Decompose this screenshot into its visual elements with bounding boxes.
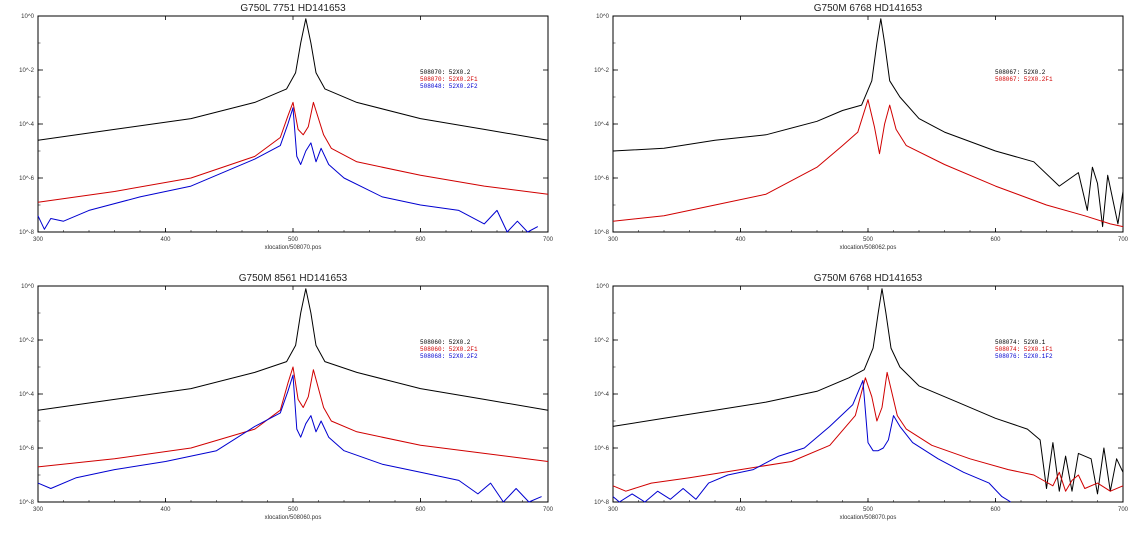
series-line-3 (612, 380, 1012, 503)
legend-entry: 508070: 52X0.2F1 (420, 76, 478, 83)
y-tick-label: 10^0 (596, 14, 609, 20)
y-tick-label: 10^-8 (19, 230, 34, 236)
chart-title: G750L 7751 HD141653 (240, 3, 346, 14)
x-tick-label: 500 (863, 507, 874, 513)
y-tick-label: 10^0 (21, 14, 34, 20)
y-tick-label: 10^-4 (594, 122, 609, 128)
legend-entry: 508060: 52X0.2F1 (420, 346, 478, 353)
series-line-1 (612, 288, 1124, 495)
y-tick-label: 10^-4 (594, 392, 609, 398)
x-tick-label: 700 (1118, 507, 1129, 513)
y-tick-label: 10^-6 (19, 176, 34, 182)
chart-title: G750M 6768 HD141653 (814, 3, 923, 14)
y-tick-label: 10^-8 (594, 500, 609, 506)
x-tick-label: 600 (415, 237, 426, 243)
chart-panel-4: G750M 6768 HD141653 300 400 500 600 700 10^0 10… (575, 270, 1135, 538)
chart-title: G750M 8561 HD141653 (239, 273, 348, 284)
y-tick-label: 10^-2 (594, 68, 609, 74)
chart-title: G750M 6768 HD141653 (814, 273, 923, 284)
x-tick-label: 600 (415, 507, 426, 513)
x-tick-label: 500 (288, 237, 299, 243)
legend-entry: 508074: 52X0.1F1 (995, 346, 1053, 353)
series-line-1 (612, 18, 1124, 228)
series-line-1 (37, 18, 549, 141)
x-tick-label: 700 (543, 237, 554, 243)
y-tick-label: 10^-2 (19, 338, 34, 344)
x-tick-label: 400 (160, 237, 171, 243)
x-tick-label: 700 (543, 507, 554, 513)
legend-entry: 508070: 52X0.2 (420, 69, 471, 76)
chart-2: G750M 6768 HD141653 300 400 500 600 700 10^0 10… (594, 3, 1129, 251)
series-line-2 (612, 99, 1124, 228)
y-tick-label: 10^-2 (19, 68, 34, 74)
x-tick-label: 500 (288, 507, 299, 513)
y-tick-label: 10^0 (596, 284, 609, 290)
x-tick-label: 600 (990, 237, 1001, 243)
y-tick-label: 10^-4 (19, 122, 34, 128)
plot-frame (612, 285, 1124, 503)
series-line-3 (37, 107, 539, 233)
chart-panel-3: G750M 8561 HD141653 300 400 500 600 700 10^0 10… (0, 270, 560, 538)
legend-entry: 508048: 52X0.2F2 (420, 83, 478, 90)
series-line-2 (37, 101, 549, 203)
plot-frame (37, 15, 549, 233)
x-tick-label: 300 (608, 237, 619, 243)
chart-1: G750L 7751 HD141653 300 400 500 600 700 10^0 10… (19, 3, 554, 251)
x-tick-label: 700 (1118, 237, 1129, 243)
series-line-2 (37, 366, 549, 468)
y-tick-label: 10^-6 (594, 446, 609, 452)
legend-entry: 508068: 52X0.2F2 (420, 353, 478, 360)
y-tick-label: 10^-6 (594, 176, 609, 182)
legend-entry: 508067: 52X0.2 (995, 69, 1046, 76)
chart-panel-1: G750L 7751 HD141653 300 400 500 600 700 10^0 10… (0, 0, 560, 268)
legend-entry: 508067: 52X0.2F1 (995, 76, 1053, 83)
legend-entry: 508074: 52X0.1 (995, 339, 1046, 346)
x-tick-label: 400 (735, 237, 746, 243)
chart-4: G750M 6768 HD141653 300 400 500 600 700 10^0 10… (594, 273, 1129, 521)
x-tick-label: 300 (608, 507, 619, 513)
chart-panel-2: G750M 6768 HD141653 300 400 500 600 700 10^0 10… (575, 0, 1135, 268)
x-axis-label: xlocation/508070.pos (840, 515, 897, 521)
legend-entry: 508076: 52X0.1F2 (995, 353, 1053, 360)
x-tick-label: 300 (33, 507, 44, 513)
series-line-1 (37, 288, 549, 411)
x-axis-label: xlocation/508060.pos (265, 515, 322, 521)
series-line-2 (612, 371, 1124, 492)
y-tick-label: 10^-2 (594, 338, 609, 344)
legend-entry: 508060: 52X0.2 (420, 339, 471, 346)
y-tick-label: 10^-8 (594, 230, 609, 236)
x-tick-label: 600 (990, 507, 1001, 513)
chart-3: G750M 8561 HD141653 300 400 500 600 700 10^0 10… (19, 273, 554, 521)
x-axis-label: xlocation/508062.pos (840, 245, 897, 251)
x-tick-label: 400 (735, 507, 746, 513)
x-tick-label: 300 (33, 237, 44, 243)
y-tick-label: 10^-6 (19, 446, 34, 452)
y-tick-label: 10^0 (21, 284, 34, 290)
y-tick-label: 10^-4 (19, 392, 34, 398)
y-tick-label: 10^-8 (19, 500, 34, 506)
series-line-3 (37, 374, 542, 503)
x-tick-label: 400 (160, 507, 171, 513)
x-tick-label: 500 (863, 237, 874, 243)
x-axis-label: xlocation/508070.pos (265, 245, 322, 251)
plot-frame (612, 15, 1124, 233)
